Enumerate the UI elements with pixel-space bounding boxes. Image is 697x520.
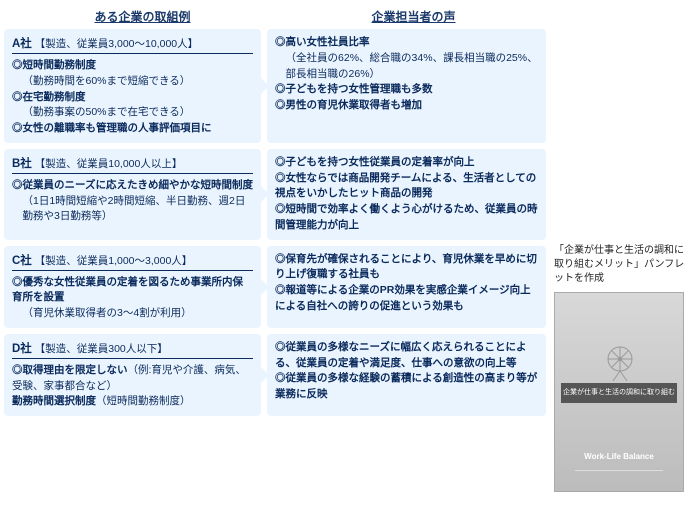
list-item: ◎優秀な女性従業員の定着を図るため事業所内保育所を設置（育児休業取得者の3～4割… (12, 275, 253, 322)
company-name: C社 (12, 255, 32, 267)
list-item: ◎子どもを持つ女性従業員の定着率が向上 (275, 155, 538, 171)
company-name: D社 (12, 343, 32, 355)
list-item: ◎従業員の多様な経験の蓄積による創造性の高まり等が業務に反映 (275, 371, 538, 403)
list-item: 勤務時間選択制度（短時間勤務制度） (12, 394, 253, 410)
company-desc: 【製造、従業員300人以下】 (32, 343, 168, 355)
example-list: ◎優秀な女性従業員の定着を図るため事業所内保育所を設置（育児休業取得者の3～4割… (12, 275, 253, 322)
pamphlet-wlb-text: Work-Life Balance (555, 452, 683, 461)
header-left: ある企業の取組例 (94, 8, 190, 25)
company-row: D社 【製造、従業員300人以下】 ◎取得理由を限定しない（例:育児や介護、病気、… (4, 334, 546, 416)
example-list: ◎取得理由を限定しない（例:育児や介護、病気、受験、家事都合など）勤務時間選択制… (12, 363, 253, 410)
pamphlet-image: 企業が仕事と生活の調和に取り組むメリット Work-Life Balance (554, 292, 684, 492)
voice-list: ◎従業員の多様なニーズに幅広く応えられることによる、従業員の定着や満足度、仕事へ… (275, 340, 538, 403)
list-item: ◎短時間勤務制度（勤務時間を60%まで短縮できる） (12, 58, 253, 90)
ferris-wheel-icon (595, 341, 645, 381)
list-item: ◎男性の育児休業取得者も増加 (275, 98, 538, 114)
example-box: C社 【製造、従業員1,000～3,000人】 ◎優秀な女性従業員の定着を図るため… (4, 246, 261, 328)
list-item: ◎女性ならでは商品開発チームによる、生活者としての視点をいかしたヒット商品の開発 (275, 171, 538, 203)
list-item: ◎報道等による企業のPR効果を実感企業イメージ向上による自社への誇りの促進という… (275, 283, 538, 315)
voice-list: ◎高い女性社員比率（全社員の62%、総合職の34%、課長相当職の25%、部長相当… (275, 35, 538, 114)
voice-box: ◎高い女性社員比率（全社員の62%、総合職の34%、課長相当職の25%、部長相当… (267, 29, 546, 143)
list-item: ◎従業員のニーズに応えたきめ細やかな短時間制度（1日1時間短縮や2時間短縮、半日… (12, 178, 253, 225)
company-name: B社 (12, 158, 32, 170)
pamphlet-band: 企業が仕事と生活の調和に取り組むメリット (561, 383, 677, 403)
list-item: ◎在宅勤務制度（勤務事案の50%まで在宅できる） (12, 90, 253, 122)
company-title: A社 【製造、従業員3,000～10,000人】 (12, 35, 253, 54)
company-row: A社 【製造、従業員3,000～10,000人】 ◎短時間勤務制度（勤務時間を60… (4, 29, 546, 143)
list-item: ◎子どもを持つ女性管理職も多数 (275, 82, 538, 98)
list-item: ◎従業員の多様なニーズに幅広く応えられることによる、従業員の定着や満足度、仕事へ… (275, 340, 538, 372)
voice-box: ◎保育先が確保されることにより、育児休業を早めに切り上げ復職する社員も◎報道等に… (267, 246, 546, 328)
company-desc: 【製造、従業員1,000～3,000人】 (32, 255, 192, 267)
list-item: ◎高い女性社員比率（全社員の62%、総合職の34%、課長相当職の25%、部長相当… (275, 35, 538, 82)
company-desc: 【製造、従業員10,000人以上】 (32, 158, 183, 170)
list-item: ◎女性の離職率も管理職の人事評価項目に (12, 121, 253, 137)
voice-list: ◎保育先が確保されることにより、育児休業を早めに切り上げ復職する社員も◎報道等に… (275, 252, 538, 315)
company-title: B社 【製造、従業員10,000人以上】 (12, 155, 253, 174)
side-panel: 「企業が仕事と生活の調和に取り組むメリット」パンフレットを作成 企業が仕事と生活… (550, 0, 697, 520)
voice-box: ◎従業員の多様なニーズに幅広く応えられることによる、従業員の定着や満足度、仕事へ… (267, 334, 546, 416)
voice-box: ◎子どもを持つ女性従業員の定着率が向上◎女性ならでは商品開発チームによる、生活者… (267, 149, 546, 240)
company-name: A社 (12, 38, 32, 50)
pamphlet-line (575, 470, 663, 471)
company-row: B社 【製造、従業員10,000人以上】 ◎従業員のニーズに応えたきめ細やかな短時… (4, 149, 546, 240)
main-panel: ある企業の取組例 企業担当者の声 A社 【製造、従業員3,000～10,000人… (0, 0, 550, 520)
pamphlet-caption: 「企業が仕事と生活の調和に取り組むメリット」パンフレットを作成 (554, 244, 693, 286)
company-title: C社 【製造、従業員1,000～3,000人】 (12, 252, 253, 271)
company-desc: 【製造、従業員3,000～10,000人】 (32, 38, 198, 50)
list-item: ◎短時間で効率よく働くよう心がけるため、従業員の時間管理能力が向上 (275, 202, 538, 234)
list-item: ◎取得理由を限定しない（例:育児や介護、病気、受験、家事都合など） (12, 363, 253, 395)
voice-list: ◎子どもを持つ女性従業員の定着率が向上◎女性ならでは商品開発チームによる、生活者… (275, 155, 538, 234)
example-list: ◎従業員のニーズに応えたきめ細やかな短時間制度（1日1時間短縮や2時間短縮、半日… (12, 178, 253, 225)
header-right: 企業担当者の声 (371, 8, 455, 25)
list-item: ◎保育先が確保されることにより、育児休業を早めに切り上げ復職する社員も (275, 252, 538, 284)
example-box: D社 【製造、従業員300人以下】 ◎取得理由を限定しない（例:育児や介護、病気、… (4, 334, 261, 416)
company-title: D社 【製造、従業員300人以下】 (12, 340, 253, 359)
company-row: C社 【製造、従業員1,000～3,000人】 ◎優秀な女性従業員の定着を図るため… (4, 246, 546, 328)
column-headers: ある企業の取組例 企業担当者の声 (4, 8, 546, 25)
example-box: B社 【製造、従業員10,000人以上】 ◎従業員のニーズに応えたきめ細やかな短時… (4, 149, 261, 240)
example-list: ◎短時間勤務制度（勤務時間を60%まで短縮できる）◎在宅勤務制度（勤務事案の50… (12, 58, 253, 137)
example-box: A社 【製造、従業員3,000～10,000人】 ◎短時間勤務制度（勤務時間を60… (4, 29, 261, 143)
